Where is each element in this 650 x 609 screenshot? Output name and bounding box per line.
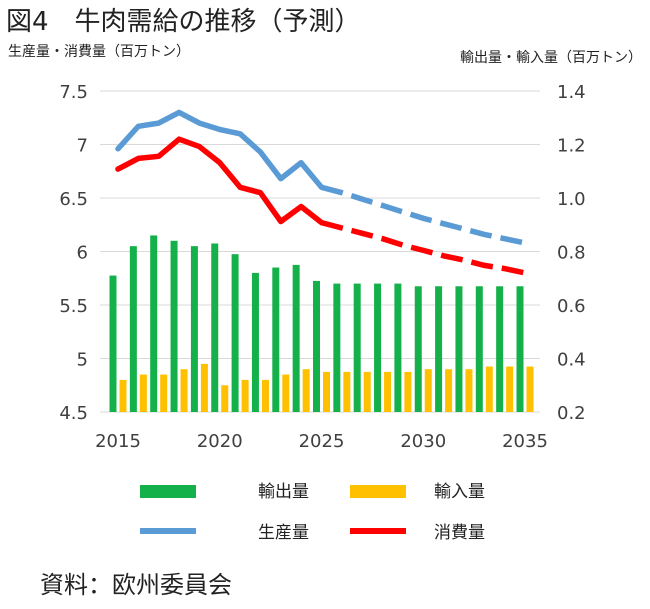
bar-import [343, 371, 351, 412]
left-tick-label: 4.5 [59, 403, 88, 424]
bar-import [323, 371, 330, 412]
bar-export [414, 286, 422, 412]
bar-import [241, 379, 249, 412]
bar-export [170, 240, 178, 412]
bar-import [139, 374, 147, 412]
right-tick-label: 1.4 [557, 82, 586, 103]
bar-import [282, 374, 290, 412]
legend-label-export: 輸出量 [258, 482, 309, 502]
left-tick-label: 6 [77, 243, 88, 264]
bar-import [526, 366, 534, 412]
legend-swatch-export [140, 485, 196, 498]
bar-import [506, 366, 514, 412]
bar-export [272, 267, 280, 412]
bar-export [496, 286, 504, 412]
left-tick-label: 7 [77, 136, 88, 157]
axis-ticks: 4.5 5 5.5 6 6.5 7 7.5 0.2 0.4 0.6 0.8 1.0 1.2 1.4 2015… [59, 82, 585, 452]
bar-import [485, 366, 493, 412]
bar-import [445, 369, 453, 412]
legend-swatch-import [350, 485, 406, 498]
right-tick-label: 1.2 [557, 136, 586, 157]
bar-export [129, 246, 137, 412]
bar-export [353, 283, 361, 412]
bar-import [261, 379, 269, 412]
line-series-group [115, 109, 526, 276]
bar-export [394, 283, 402, 412]
bar-series-group [109, 235, 534, 412]
bar-export [150, 235, 158, 412]
bar-export [292, 264, 300, 412]
right-tick-label: 0.8 [557, 243, 586, 264]
right-tick-label: 0.2 [557, 403, 586, 424]
bar-export [190, 246, 198, 412]
legend-label-consumption: 消費量 [434, 523, 485, 543]
bar-export [231, 254, 239, 412]
source-note: 資料：欧州委員会 [40, 571, 232, 599]
left-tick-label: 5.5 [59, 296, 88, 317]
bar-import [404, 371, 412, 412]
left-tick-label: 7.5 [59, 82, 88, 103]
legend-label-import: 輸入量 [434, 482, 485, 502]
right-tick-label: 0.6 [557, 296, 586, 317]
bar-export [313, 280, 320, 412]
bar-import [363, 371, 371, 412]
left-axis-label: 生産量・消費量（百万トン） [8, 44, 190, 60]
bar-export [435, 286, 443, 412]
bar-export [333, 283, 341, 412]
bar-import [302, 369, 310, 412]
bar-export [251, 272, 259, 412]
bar-import [160, 374, 168, 412]
chart-title: 図4 牛肉需給の推移（予測） [6, 7, 361, 37]
x-tick-label: 2030 [400, 431, 446, 452]
left-tick-label: 5 [77, 350, 88, 371]
bar-export [211, 243, 219, 412]
bar-import [384, 371, 392, 412]
line-consumption-projection [320, 219, 526, 276]
line-consumption-actual [115, 136, 325, 226]
legend-label-production: 生産量 [258, 523, 309, 543]
bar-export [475, 286, 483, 412]
bar-import [424, 369, 432, 412]
bar-import [180, 369, 188, 412]
bar-export [455, 286, 463, 412]
bar-import [200, 363, 208, 412]
bar-import [119, 379, 127, 412]
bar-export [374, 283, 382, 412]
x-tick-label: 2035 [502, 431, 548, 452]
x-tick-label: 2020 [197, 431, 243, 452]
right-axis-label: 輸出量・輸入量（百万トン） [460, 50, 642, 66]
x-tick-label: 2025 [299, 431, 345, 452]
bar-export [109, 275, 117, 412]
line-production-projection [320, 184, 526, 246]
right-tick-label: 0.4 [557, 350, 586, 371]
chart-legend: 輸出量 輸入量 生産量 消費量 [140, 482, 485, 543]
right-tick-label: 1.0 [557, 189, 586, 210]
bar-import [221, 385, 229, 412]
bar-export [516, 286, 524, 412]
x-tick-label: 2015 [95, 431, 141, 452]
left-tick-label: 6.5 [59, 189, 88, 210]
bar-import [465, 369, 473, 412]
line-production-actual [115, 109, 325, 191]
